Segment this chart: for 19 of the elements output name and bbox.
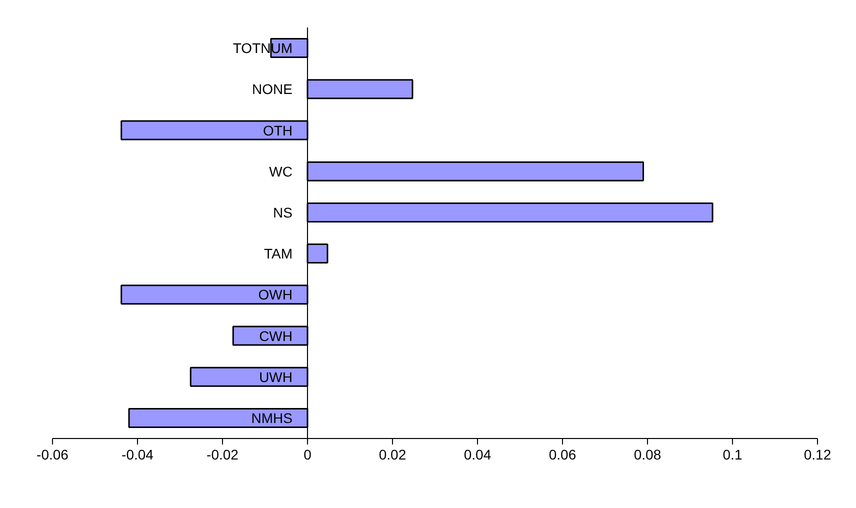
x-tick-label: 0.06 <box>548 446 576 462</box>
x-tick-label: -0.06 <box>36 446 69 462</box>
y-tick-label: OWH <box>258 286 293 303</box>
y-tick-label: UWH <box>259 368 293 385</box>
x-tick-label: -0.04 <box>122 446 154 462</box>
y-tick-label: OTH <box>262 122 293 138</box>
y-tick-label: NMHS <box>251 410 293 426</box>
y-tick-label: CWH <box>259 328 293 344</box>
y-tick-label: NONE <box>252 81 293 98</box>
y-tick-label: NS <box>273 204 293 220</box>
x-tick-label: 0.12 <box>804 446 832 462</box>
x-tick-label: 0.02 <box>378 446 406 462</box>
x-tick-label: 0.08 <box>634 446 662 462</box>
x-tick-label: -0.02 <box>206 446 239 462</box>
x-tick-label: 0.04 <box>464 446 492 462</box>
x-tick-label: 0.1 <box>722 446 742 462</box>
y-tick-label: WC <box>269 163 293 180</box>
x-tick-label: 0 <box>304 446 312 462</box>
y-tick-label: TAM <box>264 246 293 262</box>
